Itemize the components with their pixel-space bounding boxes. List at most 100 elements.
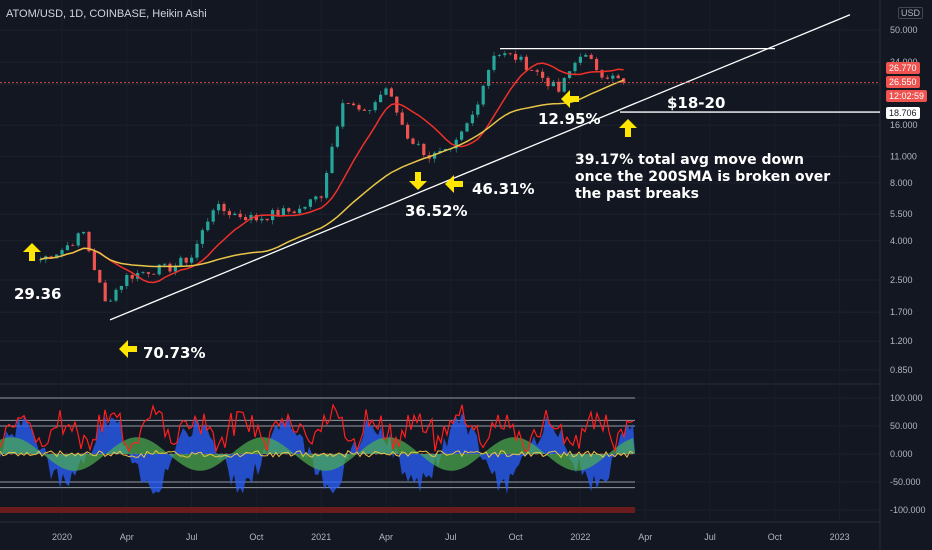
candle bbox=[179, 257, 183, 266]
candle bbox=[573, 62, 577, 72]
price-label-red-2: 26.550 bbox=[886, 76, 920, 88]
time-label: Oct bbox=[768, 532, 783, 542]
candle bbox=[578, 56, 582, 63]
price-tick: 5.500 bbox=[890, 209, 913, 219]
candle bbox=[546, 77, 550, 87]
time-label: Jul bbox=[186, 532, 198, 542]
candle bbox=[173, 265, 177, 272]
candle bbox=[492, 55, 496, 70]
candle bbox=[341, 103, 345, 127]
candle bbox=[551, 81, 555, 87]
candle bbox=[71, 245, 75, 247]
candle bbox=[87, 231, 91, 252]
candle bbox=[238, 213, 242, 218]
sma-200-line bbox=[40, 79, 624, 268]
candle bbox=[190, 257, 194, 263]
candle bbox=[65, 245, 69, 251]
price-tick: 0.850 bbox=[890, 365, 913, 375]
candle bbox=[476, 104, 480, 115]
annotation-46-31: 46.31% bbox=[472, 180, 535, 198]
candle bbox=[98, 270, 102, 283]
candle bbox=[373, 102, 377, 111]
candle bbox=[195, 243, 199, 258]
candle bbox=[157, 264, 161, 275]
arrow-icon bbox=[23, 243, 41, 261]
candle bbox=[411, 138, 415, 144]
currency-label[interactable]: USD bbox=[898, 7, 924, 19]
candle bbox=[200, 230, 204, 244]
candle bbox=[227, 211, 231, 216]
candle bbox=[109, 300, 113, 302]
candle bbox=[335, 126, 339, 147]
candle bbox=[130, 275, 134, 279]
candle bbox=[357, 105, 361, 110]
candle bbox=[319, 196, 323, 198]
osc-tick: -100.000 bbox=[890, 505, 926, 515]
candle bbox=[557, 81, 561, 92]
candle bbox=[308, 199, 312, 207]
candles bbox=[38, 50, 626, 303]
candle bbox=[184, 257, 188, 263]
arrow-icon bbox=[409, 172, 427, 190]
candle bbox=[141, 272, 145, 274]
candle bbox=[438, 150, 442, 153]
candle bbox=[541, 71, 545, 78]
osc-yellow-line bbox=[0, 449, 634, 459]
annotation-target: $18-20 bbox=[667, 94, 726, 112]
candle bbox=[292, 211, 296, 214]
candle bbox=[60, 250, 64, 255]
candle bbox=[470, 114, 474, 124]
candle bbox=[352, 103, 356, 106]
price-tick: 8.000 bbox=[890, 178, 913, 188]
candle bbox=[584, 54, 588, 57]
candle bbox=[222, 204, 226, 212]
candle bbox=[298, 208, 302, 214]
candle bbox=[76, 233, 80, 246]
candle bbox=[395, 96, 399, 113]
candle bbox=[616, 75, 620, 79]
candle bbox=[605, 77, 609, 79]
chart-title: ATOM/USD, 1D, COINBASE, Heikin Ashi bbox=[6, 8, 207, 20]
time-label: Jul bbox=[704, 532, 716, 542]
candle bbox=[152, 273, 156, 275]
time-label: Apr bbox=[120, 532, 134, 542]
annotation-summary: 39.17% total avg move down once the 200S… bbox=[575, 152, 831, 202]
time-label: Apr bbox=[379, 532, 393, 542]
candle bbox=[276, 210, 280, 216]
annotation-36-52: 36.52% bbox=[405, 202, 468, 220]
candle bbox=[314, 196, 318, 200]
osc-tick: 100.000 bbox=[890, 393, 923, 403]
candle bbox=[265, 218, 269, 221]
candle bbox=[217, 204, 221, 211]
candle bbox=[600, 70, 604, 78]
sma-short-line bbox=[40, 62, 624, 284]
candle bbox=[503, 53, 507, 56]
candle bbox=[460, 131, 464, 140]
osc-blue-area bbox=[0, 412, 635, 495]
candle bbox=[406, 124, 410, 139]
drawn-lines bbox=[0, 14, 880, 321]
candle bbox=[211, 210, 215, 222]
time-label: 2021 bbox=[311, 532, 331, 542]
price-tick: 2.500 bbox=[890, 275, 913, 285]
candle bbox=[103, 282, 107, 302]
level-label: 18.706 bbox=[886, 107, 920, 119]
candle bbox=[524, 56, 528, 71]
candle bbox=[422, 143, 426, 156]
candle bbox=[168, 263, 172, 272]
time-axis: 2020 Apr Jul Oct 2021 Apr Jul Oct 2022 Apr Jul Oct 2… bbox=[52, 532, 850, 542]
osc-green-area bbox=[0, 437, 635, 471]
arrows bbox=[23, 90, 637, 358]
candle bbox=[244, 217, 248, 221]
price-tick: 1.200 bbox=[890, 336, 913, 346]
candle bbox=[497, 55, 501, 56]
candle bbox=[330, 146, 334, 173]
candle bbox=[389, 88, 393, 97]
osc-red-line bbox=[0, 403, 634, 454]
candle bbox=[465, 123, 469, 132]
oscillator-axis: 100.000 50.000 0.000 -50.000 -100.000 bbox=[890, 393, 926, 515]
candle bbox=[281, 208, 285, 216]
candle bbox=[589, 54, 593, 59]
candle bbox=[92, 251, 96, 271]
